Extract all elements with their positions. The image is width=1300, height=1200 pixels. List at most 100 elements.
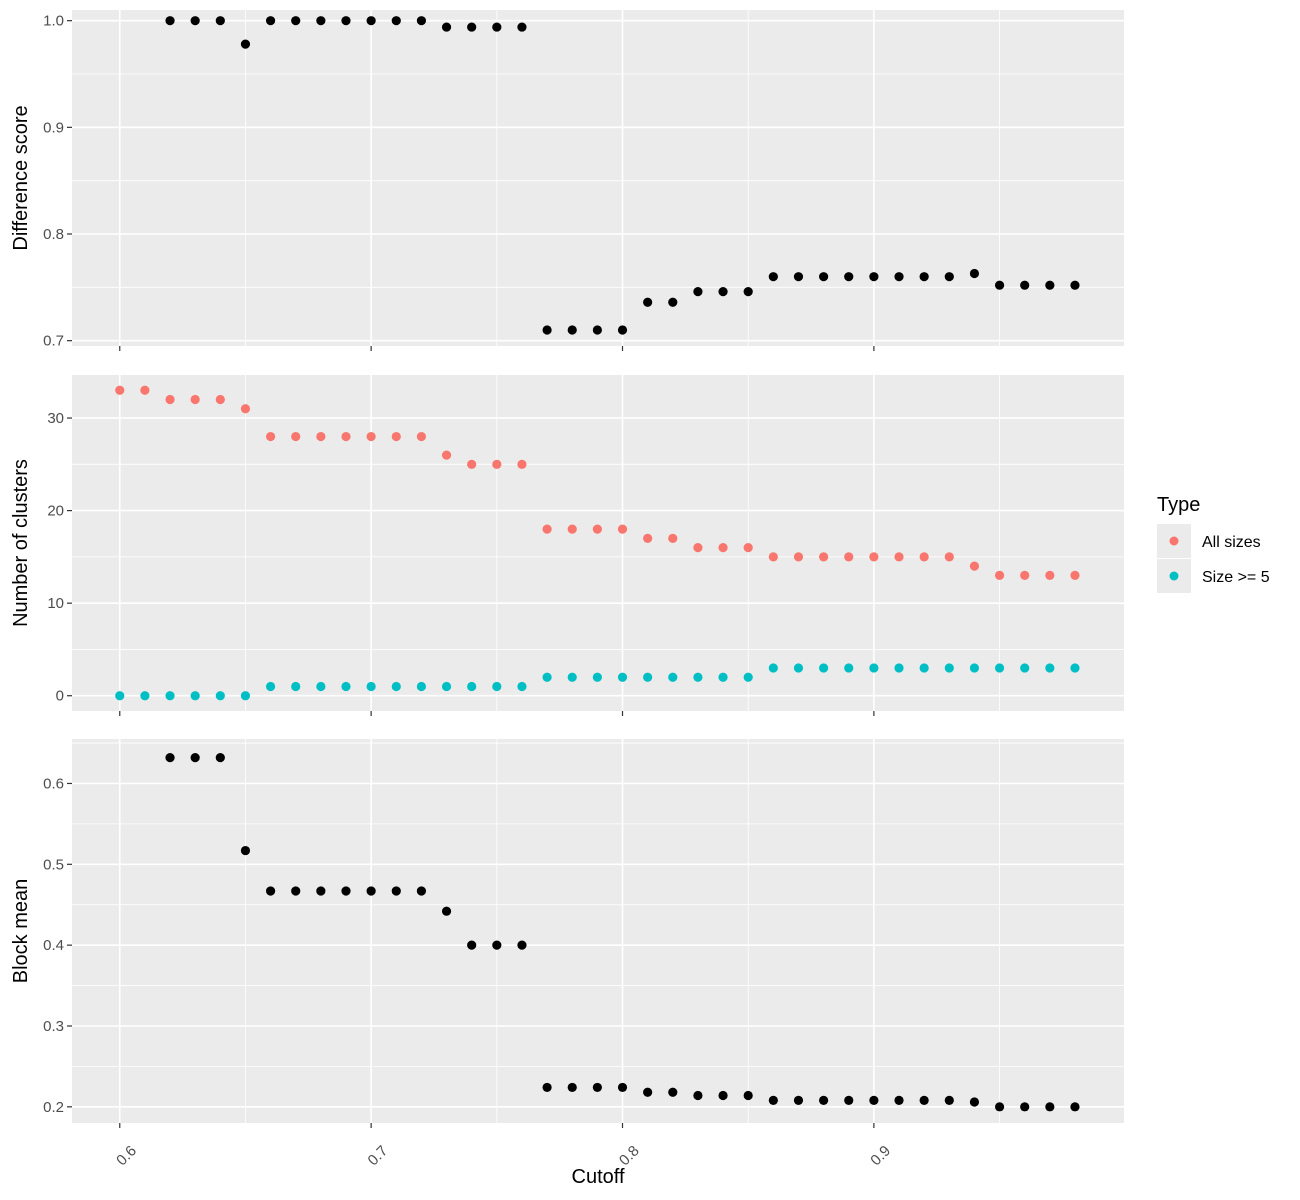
data-point — [492, 940, 502, 950]
data-point — [718, 1090, 728, 1101]
data-point — [366, 886, 376, 896]
data-point — [743, 287, 753, 297]
data-point — [743, 1090, 753, 1101]
y-tick-label: 0.6 — [43, 775, 64, 792]
data-point — [441, 906, 452, 916]
data-point — [391, 16, 401, 26]
series — [165, 16, 1080, 335]
data-point — [366, 431, 376, 442]
data-point — [919, 663, 929, 673]
data-point — [517, 22, 527, 32]
data-point — [492, 681, 502, 692]
data-point — [140, 691, 150, 701]
data-point — [115, 691, 125, 701]
data-point — [517, 940, 527, 950]
data-point — [969, 1097, 980, 1107]
data-point — [215, 752, 225, 763]
data-point — [1020, 570, 1030, 580]
data-point — [190, 394, 200, 405]
x-tick-label: 0.6 — [113, 1142, 140, 1169]
data-point — [793, 552, 804, 562]
data-point — [869, 272, 879, 282]
data-point — [441, 22, 452, 32]
data-point — [467, 459, 477, 469]
data-point — [819, 272, 829, 282]
data-point — [165, 752, 175, 763]
data-point — [994, 663, 1005, 673]
data-point — [1070, 1102, 1080, 1112]
data-point — [441, 450, 452, 460]
panel-background — [72, 739, 1124, 1123]
x-tick-label: 0.7 — [365, 1142, 392, 1169]
data-point — [844, 272, 854, 282]
data-point — [643, 533, 653, 543]
data-point — [1045, 663, 1055, 673]
data-point — [969, 268, 980, 279]
x-tick-label: 0.9 — [867, 1142, 894, 1169]
data-point — [592, 1082, 602, 1093]
data-point — [793, 272, 804, 282]
data-point — [265, 681, 276, 692]
data-point — [592, 672, 602, 682]
panel-background — [72, 375, 1124, 711]
data-point — [542, 672, 552, 682]
data-point — [1045, 1102, 1055, 1112]
data-point — [265, 16, 276, 26]
data-point — [215, 16, 225, 26]
data-point — [944, 552, 954, 562]
data-point — [768, 663, 778, 673]
y-tick-label: 0.3 — [43, 1018, 64, 1035]
data-point — [819, 1095, 829, 1105]
data-point — [366, 681, 376, 692]
data-point — [215, 691, 225, 701]
data-point — [341, 431, 351, 442]
data-point — [316, 886, 326, 896]
data-point — [869, 552, 879, 562]
y-tick-label: 0.7 — [43, 333, 64, 350]
y-tick-label: 0.9 — [43, 119, 64, 136]
data-point — [592, 524, 602, 534]
data-point — [617, 524, 628, 534]
data-point — [140, 385, 150, 395]
legend-key-all-sizes — [1169, 536, 1179, 546]
data-point — [919, 272, 929, 282]
y-tick-label: 10 — [47, 595, 64, 612]
series — [165, 752, 1080, 1112]
y-tick-label: 0.5 — [43, 856, 64, 873]
data-point — [1070, 663, 1080, 673]
data-point — [391, 431, 401, 442]
data-point — [416, 431, 427, 442]
data-point — [869, 1095, 879, 1105]
data-point — [567, 325, 577, 335]
data-point — [542, 524, 552, 534]
data-point — [1070, 280, 1080, 290]
data-point — [492, 459, 502, 469]
data-point — [643, 1087, 653, 1097]
data-point — [316, 16, 326, 26]
data-point — [592, 325, 602, 335]
data-point — [793, 1095, 804, 1105]
data-point — [617, 672, 628, 682]
data-point — [1020, 663, 1030, 673]
series — [115, 663, 1080, 701]
data-point — [165, 691, 175, 701]
data-point — [517, 681, 527, 692]
data-point — [391, 886, 401, 896]
data-point — [718, 287, 728, 297]
data-point — [743, 543, 753, 553]
data-point — [1020, 280, 1030, 290]
y-tick-label: 1.0 — [43, 13, 64, 30]
data-point — [467, 22, 477, 32]
data-point — [240, 404, 251, 414]
y-tick-label: 30 — [47, 410, 64, 427]
data-point — [793, 663, 804, 673]
data-point — [291, 16, 301, 26]
data-point — [718, 543, 728, 553]
data-point — [994, 570, 1005, 580]
y-axis-title: Difference score — [10, 105, 32, 250]
data-point — [718, 672, 728, 682]
data-point — [567, 672, 577, 682]
data-point — [693, 1090, 703, 1101]
data-point — [894, 1095, 904, 1105]
data-point — [416, 886, 427, 896]
